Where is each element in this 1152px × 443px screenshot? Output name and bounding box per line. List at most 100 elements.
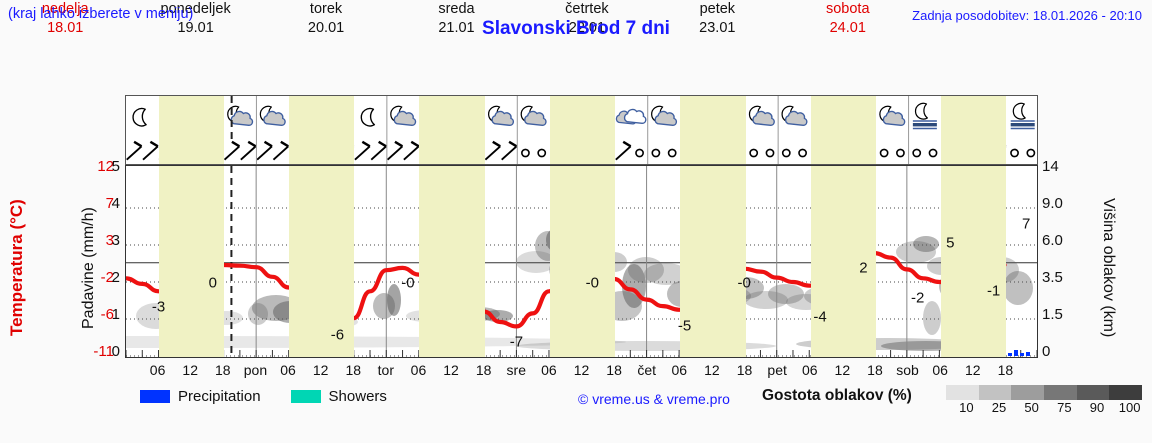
precip-tick-1: 4 [111, 195, 120, 212]
temp-label-3: -0 [401, 274, 415, 292]
wind-calm-marker [798, 148, 807, 158]
wind-calm-marker [651, 148, 661, 158]
x-tick-06: 06 [671, 362, 688, 378]
wind-barb [484, 140, 501, 161]
density-swatch-2 [1011, 385, 1045, 400]
x-tick-06: 06 [541, 362, 557, 378]
daylight-band-1 [289, 139, 355, 164]
page-title: Slavonski Brod 7 dni [482, 18, 670, 39]
density-tick-100: 100 [1118, 400, 1141, 415]
weather-icon-moon-cloud [781, 105, 808, 127]
precipitation-legend-label: Precipitation [178, 388, 261, 405]
daylight-band-5 [810, 139, 876, 164]
cloud-height-axis-title: Višina oblakov (km) [1100, 198, 1117, 338]
daylight-band-4 [680, 166, 746, 357]
x-tick-12: 12 [443, 362, 459, 378]
density-swatch-3 [1044, 385, 1077, 400]
wind-barb [501, 140, 518, 161]
x-tick-18: 18 [997, 362, 1014, 378]
x-tick-12: 12 [834, 362, 851, 378]
day-header-5: petek 23.01 [652, 0, 782, 44]
cloud-density-label: Gostota oblakov (%) [762, 387, 912, 404]
x-tick-12: 12 [573, 362, 590, 378]
x-tick-12: 12 [704, 362, 720, 378]
day-header-4: četrtek 22.01 [522, 0, 652, 44]
day-header-row: nedelja 18.01 ponedeljek 19.01 torek 20.01 sre… [0, 0, 913, 44]
wind-calm-marker [521, 148, 530, 158]
daylight-band-2 [419, 96, 485, 139]
daylight-band-3 [549, 139, 616, 164]
wind-barb [256, 140, 273, 161]
day-name: ponedeljek [160, 1, 231, 17]
daylight-band-3 [549, 166, 616, 357]
temp-label-0: -3 [151, 298, 166, 316]
wind-barb [223, 140, 241, 161]
last-updated: Zadnja posodobitev: 18.01.2026 - 20:10 [912, 8, 1142, 23]
cloud-tick-3: 3.5 [1042, 269, 1063, 286]
wind-barb [403, 140, 420, 161]
day-name: sobota [825, 1, 870, 17]
daylight-band-3 [549, 96, 616, 139]
temp-tick-2: 3 [105, 232, 114, 249]
x-tick-06: 06 [801, 362, 818, 378]
daylight-band-6 [941, 166, 1007, 357]
weather-icon-moon [360, 107, 376, 127]
daylight-band-5 [810, 166, 876, 357]
x-tick-06: 06 [410, 362, 427, 378]
day-date: 22.01 [568, 20, 606, 36]
cloud-height-axis-ticks: 14 9.0 6.0 3.5 1.5 0 [1042, 158, 1090, 370]
wind-calm-marker [781, 148, 791, 158]
weather-icon-row [125, 95, 1038, 139]
density-tick-90: 90 [1089, 400, 1105, 415]
day-name: četrtek [565, 1, 609, 17]
precip-tick-0: 5 [111, 158, 120, 175]
weather-icon-moon-cloud [748, 105, 775, 127]
weather-icon-moon-cloud [488, 105, 515, 127]
cloud-tick-0: 14 [1042, 158, 1059, 175]
weather-icon-moon-fog [1010, 102, 1035, 130]
day-header-3: sreda 21.01 [391, 0, 521, 44]
daylight-band-0 [158, 166, 224, 357]
day-name: torek [309, 1, 343, 17]
wind-barb [240, 140, 257, 161]
precipitation-swatch [140, 390, 170, 403]
precip-tick-3: 2 [111, 269, 120, 286]
cloud-tick-4: 1.5 [1042, 306, 1063, 323]
density-swatch-4 [1076, 385, 1110, 400]
temp-label-10: -2 [911, 289, 925, 307]
cloud-density-tick-labels: 10 25 50 75 90 100 [944, 400, 1144, 416]
day-name: sreda [438, 1, 475, 17]
temp-label-12: -1 [986, 282, 1001, 300]
wind-barb [126, 140, 143, 161]
temp-tick-4: -6 [100, 306, 114, 323]
cloud-tick-2: 6.0 [1042, 232, 1063, 249]
density-swatch-5 [1109, 385, 1143, 400]
chart-legend: Precipitation Showers [140, 388, 387, 405]
temp-label-4: -7 [509, 333, 524, 351]
wind-calm-marker [912, 148, 922, 158]
density-swatch-1 [978, 385, 1012, 400]
x-tick-pon: pon [243, 362, 268, 378]
weather-icon-moon-cloud [651, 105, 678, 127]
daylight-band-6 [941, 96, 1007, 139]
wind-calm-marker [749, 148, 759, 158]
day-header-0: nedelja 18.01 [0, 0, 130, 44]
x-tick-18: 18 [475, 362, 492, 378]
daylight-band-4 [680, 139, 746, 164]
day-date: 20.01 [307, 20, 345, 36]
weather-icon-moon-cloud [390, 105, 417, 127]
showers-swatch [290, 390, 321, 403]
temp-label-2: -6 [330, 326, 345, 344]
temp-label-7: -0 [737, 274, 751, 292]
cloud-density-colorbar [946, 385, 1143, 400]
cloud-tick-1: 9.0 [1042, 195, 1063, 212]
wind-barb [272, 140, 289, 161]
wind-calm-marker [667, 148, 677, 158]
x-tick-06: 06 [280, 362, 296, 378]
precipitation-axis-title: Padavine (mm/h) [80, 207, 97, 329]
precip-tick-5: 0 [111, 343, 120, 360]
temp-tick-5: -11 [93, 343, 114, 360]
wind-barb-row [125, 139, 1038, 165]
wind-barb [615, 140, 632, 161]
